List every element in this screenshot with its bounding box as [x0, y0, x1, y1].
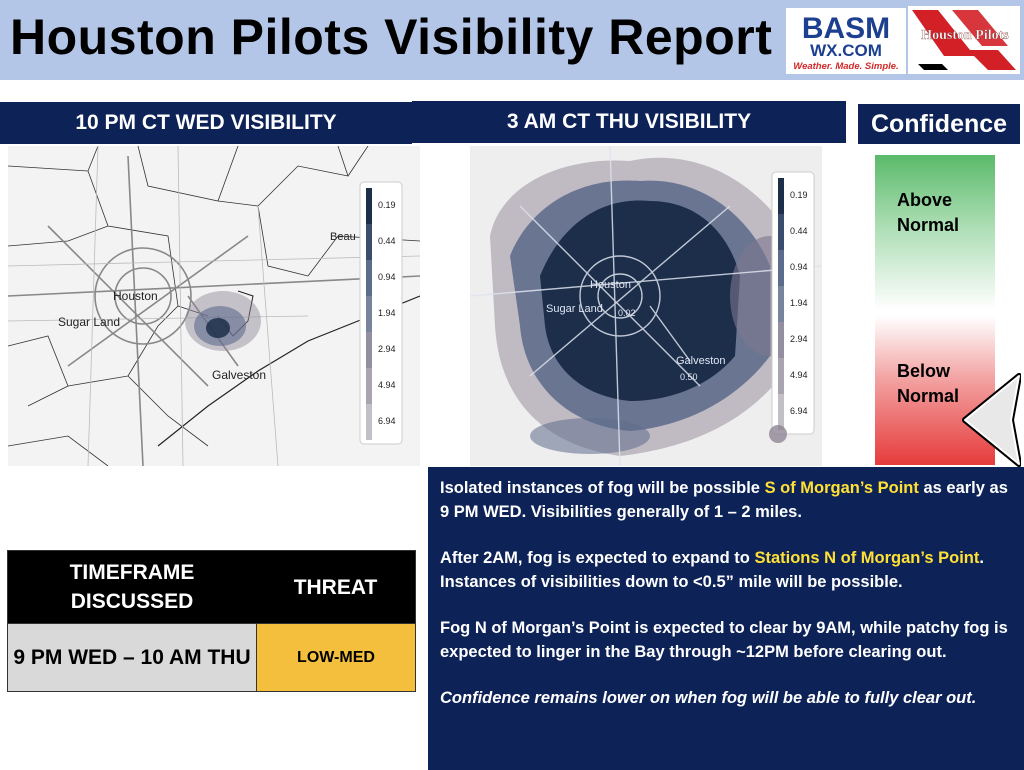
timeframe-column-header: TIMEFRAME DISCUSSED: [8, 551, 256, 623]
right-legend-swatch: [778, 394, 784, 430]
left-map-svg: Houston Sugar Land Galveston Beau 0.190.…: [8, 146, 420, 466]
right-map-svg: Houston Sugar Land 0.02 Galveston 0.50 0…: [470, 146, 822, 466]
right-legend-swatch: [778, 214, 784, 250]
left-legend-label: 0.19: [378, 200, 396, 210]
label-houston-right: Houston: [590, 279, 631, 291]
right-legend-swatch: [778, 178, 784, 214]
confidence-pointer-arrow-icon: [962, 373, 1021, 467]
left-legend-label: 6.94: [378, 416, 396, 426]
confidence-below-label: Below Normal: [897, 361, 960, 406]
right-legend-label: 1.94: [790, 298, 808, 308]
right-map-header: 3 AM CT THU VISIBILITY: [412, 101, 846, 143]
pilots-swoosh-accent: [918, 64, 948, 70]
left-legend-swatch: [366, 224, 372, 260]
minor-roads: [8, 146, 420, 466]
left-legend-swatch: [366, 260, 372, 296]
threat-level-cell: LOW-MED: [256, 623, 415, 691]
houston-pilots-logo: Houston Pilots: [908, 6, 1020, 74]
left-map-header: 10 PM CT WED VISIBILITY: [0, 102, 412, 144]
discussion-paragraph-4: Confidence remains lower on when fog wil…: [440, 689, 977, 707]
right-legend-label: 2.94: [790, 334, 808, 344]
left-visibility-map: Houston Sugar Land Galveston Beau 0.19 0.…: [8, 146, 420, 466]
county-lines: [8, 146, 420, 466]
right-legend-label: 0.94: [790, 262, 808, 272]
highway-network-right: [470, 146, 822, 466]
threat-table: TIMEFRAME DISCUSSED THREAT 9 PM WED – 10…: [7, 550, 416, 692]
right-legend-swatch: [778, 250, 784, 286]
threat-column-header: THREAT: [256, 551, 415, 623]
left-legend-label: 1.94: [378, 308, 396, 318]
left-legend-swatch: [366, 296, 372, 332]
discussion-paragraph-2: After 2AM, fog is expected to expand to …: [440, 549, 984, 591]
label-sugar-land-right: Sugar Land: [546, 303, 603, 315]
discussion-paragraph-1: Isolated instances of fog will be possib…: [440, 479, 1008, 521]
right-legend-swatch: [778, 322, 784, 358]
left-legend-label: 4.94: [378, 380, 396, 390]
label-value-0-50: 0.50: [680, 372, 698, 382]
left-legend-swatch: [366, 368, 372, 404]
highway-network: [8, 155, 420, 466]
label-galveston: Galveston: [212, 368, 266, 382]
confidence-above-label: Above Normal: [897, 190, 960, 235]
pilots-swoosh-shape-2: [952, 10, 1008, 46]
right-legend-swatch: [778, 358, 784, 394]
right-visibility-map: Houston Sugar Land 0.02 Galveston 0.50 0…: [470, 146, 822, 466]
label-houston: Houston: [113, 289, 158, 303]
fog-spot-right: [769, 425, 787, 443]
basm-logo-text: BASM: [802, 12, 890, 45]
label-sugar-land: Sugar Land: [58, 315, 120, 329]
discussion-paragraph-3: Fog N of Morgan’s Point is expected to c…: [440, 619, 1008, 661]
right-legend-swatch: [778, 286, 784, 322]
label-value-0-02: 0.02: [618, 308, 636, 318]
left-legend-label: 2.94: [378, 344, 396, 354]
pilots-swoosh-shape: [912, 10, 1016, 70]
pilots-logo-text: Houston Pilots: [921, 28, 1009, 43]
left-legend-label: 0.44: [378, 236, 396, 246]
confidence-header: Confidence: [858, 104, 1020, 144]
right-legend-label: 6.94: [790, 406, 808, 416]
left-legend-swatch: [366, 188, 372, 224]
page-title: Houston Pilots Visibility Report: [10, 9, 773, 65]
forecast-discussion-box: Isolated instances of fog will be possib…: [428, 467, 1024, 770]
highlight-stations-n-of-morgans-point: Stations N of Morgan’s Point: [754, 549, 980, 567]
fog-blob-left: [185, 291, 261, 351]
label-beaumont: Beau: [330, 231, 356, 243]
right-legend-label: 0.44: [790, 226, 808, 236]
right-legend-label: 4.94: [790, 370, 808, 380]
right-legend-label: 0.19: [790, 190, 808, 200]
timeframe-cell: 9 PM WED – 10 AM THU: [8, 623, 256, 691]
highlight-s-of-morgans-point: S of Morgan’s Point: [764, 479, 919, 497]
basm-logo: BASM WX.COM Weather. Made. Simple.: [786, 8, 906, 74]
right-legend: 0.19 0.44 0.94 1.94 2.94 4.94 6.94: [771, 171, 815, 435]
label-galveston-right: Galveston: [676, 355, 726, 367]
left-legend-swatch: [366, 404, 372, 440]
left-legend: 0.19 0.44 0.94 1.94 2.94 4.94 6.94: [359, 181, 403, 445]
basm-logo-subtext: WX.COM: [810, 41, 882, 60]
left-legend-label: 0.94: [378, 272, 396, 282]
basm-logo-tagline: Weather. Made. Simple.: [793, 61, 898, 72]
left-legend-swatch: [366, 332, 372, 368]
